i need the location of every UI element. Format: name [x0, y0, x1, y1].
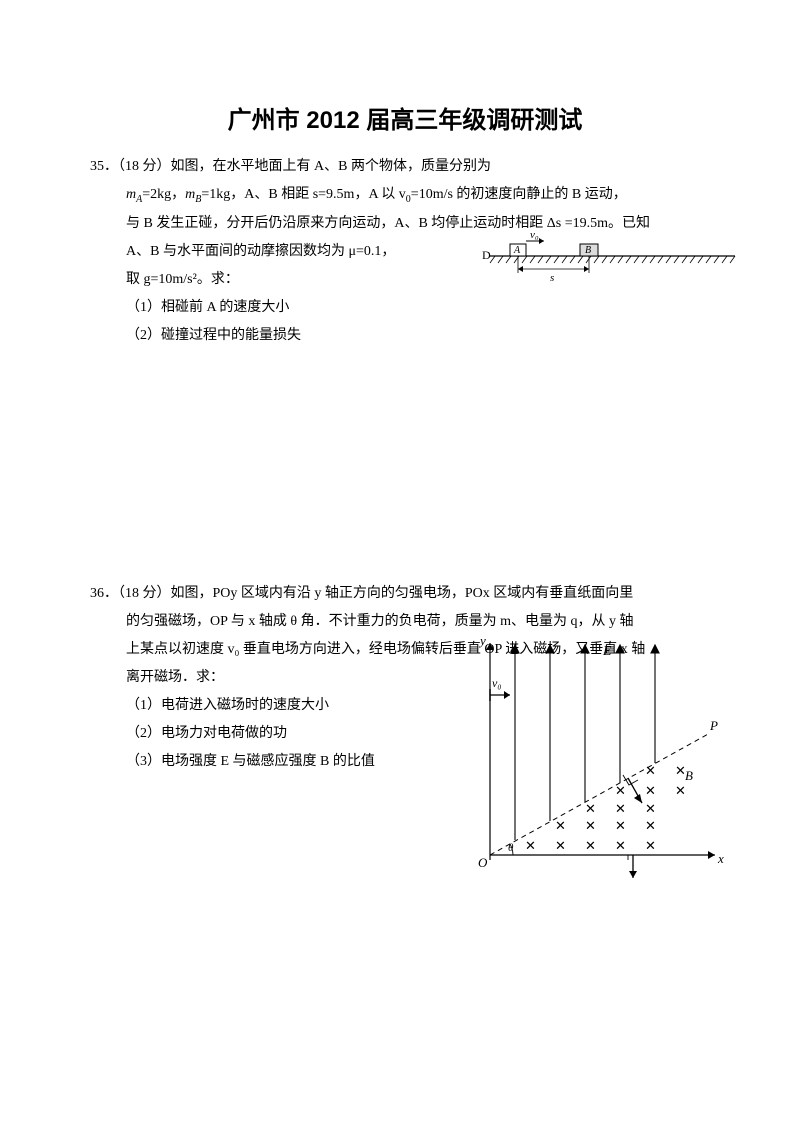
svg-text:✕: ✕ [615, 801, 626, 816]
spacing-gap [90, 370, 720, 580]
svg-text:E: E [602, 644, 612, 659]
svg-text:✕: ✕ [615, 818, 626, 833]
svg-text:✕: ✕ [525, 838, 536, 853]
svg-text:x: x [717, 851, 724, 866]
svg-text:A: A [513, 245, 521, 256]
svg-text:✕: ✕ [585, 818, 596, 833]
svg-text:✕: ✕ [555, 818, 566, 833]
svg-text:P: P [709, 718, 718, 733]
problem-35-points: （18 分） [118, 159, 171, 174]
svg-text:✕: ✕ [675, 783, 686, 798]
problem-36-line2: 的匀强磁场，OP 与 x 轴成 θ 角．不计重力的负电荷，质量为 m、电量为 q… [90, 608, 720, 636]
problem-35-q1: （1）相碰前 A 的速度大小 [90, 294, 720, 322]
problem-35: 35．（18 分）如图，在水平地面上有 A、B 两个物体，质量分别为 mA=2k… [90, 153, 720, 350]
svg-text:v₀: v₀ [492, 676, 502, 690]
svg-text:y: y [478, 635, 486, 648]
svg-text:O: O [478, 855, 488, 870]
svg-text:s: s [550, 272, 554, 284]
svg-text:θ: θ [508, 842, 514, 854]
svg-text:✕: ✕ [645, 818, 656, 833]
problem-36-points: （18 分） [118, 586, 171, 601]
problem-36: 36．（18 分）如图，POy 区域内有沿 y 轴正方向的匀强电场，POx 区域… [90, 580, 720, 776]
svg-text:✕: ✕ [645, 838, 656, 853]
page-content: 广州市 2012 届高三年级调研测试 35．（18 分）如图，在水平地面上有 A… [0, 0, 800, 856]
svg-text:D: D [482, 248, 491, 262]
svg-text:✕: ✕ [585, 838, 596, 853]
figure-36: y x O E P θ ✕ ✕ ✕ ✕ ✕ ✕ ✕ ✕ ✕ ✕ [460, 635, 730, 885]
problem-35-number: 35． [90, 159, 118, 174]
figure-35: A B v₀ D s [480, 231, 740, 291]
svg-text:B: B [585, 245, 591, 256]
svg-text:✕: ✕ [645, 783, 656, 798]
svg-text:B: B [685, 768, 693, 783]
problem-35-line2: mA=2kg，mB=1kg，A、B 相距 s=9.5m，A 以 v0=10m/s… [90, 181, 720, 210]
problem-36-line1: 如图，POy 区域内有沿 y 轴正方向的匀强电场，POx 区域内有垂直纸面向里 [171, 586, 634, 601]
svg-text:v₀: v₀ [530, 231, 539, 241]
document-title: 广州市 2012 届高三年级调研测试 [90, 100, 720, 135]
svg-text:✕: ✕ [585, 801, 596, 816]
svg-text:✕: ✕ [645, 763, 656, 778]
svg-text:✕: ✕ [615, 838, 626, 853]
problem-35-q2: （2）碰撞过程中的能量损失 [90, 322, 720, 350]
svg-text:✕: ✕ [645, 801, 656, 816]
svg-text:✕: ✕ [555, 838, 566, 853]
problem-35-line1: 如图，在水平地面上有 A、B 两个物体，质量分别为 [171, 159, 491, 174]
problem-36-number: 36． [90, 586, 118, 601]
svg-text:✕: ✕ [615, 783, 626, 798]
